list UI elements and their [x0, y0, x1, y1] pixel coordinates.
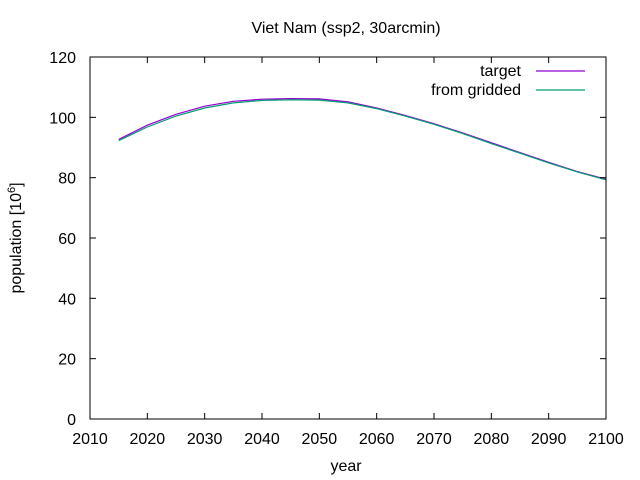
- plot-frame: [89, 56, 607, 420]
- x-tick-label: 2010: [72, 431, 108, 448]
- x-axis-label: year: [330, 458, 362, 475]
- x-tick-label: 2040: [244, 431, 280, 448]
- x-tick-label: 2050: [302, 431, 338, 448]
- y-tick-label: 80: [58, 171, 76, 188]
- y-axis-label: population [106]: [6, 182, 25, 293]
- y-tick-label: 60: [58, 231, 76, 248]
- x-tick-label: 2070: [416, 431, 452, 448]
- series-line-from-gridded: [118, 99, 607, 181]
- x-tick-label: 2090: [531, 431, 567, 448]
- x-axis: 2010 2020 2030 2040 2050 2060 2070 2080 2090 2100: [72, 57, 624, 448]
- legend: target from gridded: [431, 63, 585, 99]
- x-tick-label: 2100: [588, 431, 624, 448]
- legend-label-from-gridded: from gridded: [431, 82, 521, 99]
- y-tick-label: 0: [67, 412, 76, 429]
- y-tick-label: 20: [58, 352, 76, 369]
- series-line-target: [118, 97, 607, 180]
- x-tick-label: 2060: [359, 431, 395, 448]
- x-tick-label: 2030: [187, 431, 223, 448]
- series-layer: [118, 97, 607, 181]
- y-tick-label: 40: [58, 291, 76, 308]
- y-axis-label-suffix: ]: [8, 182, 25, 186]
- y-axis-label-exponent: 6: [6, 187, 18, 193]
- x-tick-label: 2080: [474, 431, 510, 448]
- legend-label-target: target: [480, 63, 521, 80]
- y-axis: 0 20 40 60 80 100 120: [49, 50, 606, 429]
- y-tick-label: 120: [49, 50, 76, 67]
- chart-title: Viet Nam (ssp2, 30arcmin): [251, 20, 440, 37]
- y-axis-label-main: population [10: [8, 193, 25, 294]
- y-tick-label: 100: [49, 110, 76, 127]
- x-tick-label: 2020: [130, 431, 166, 448]
